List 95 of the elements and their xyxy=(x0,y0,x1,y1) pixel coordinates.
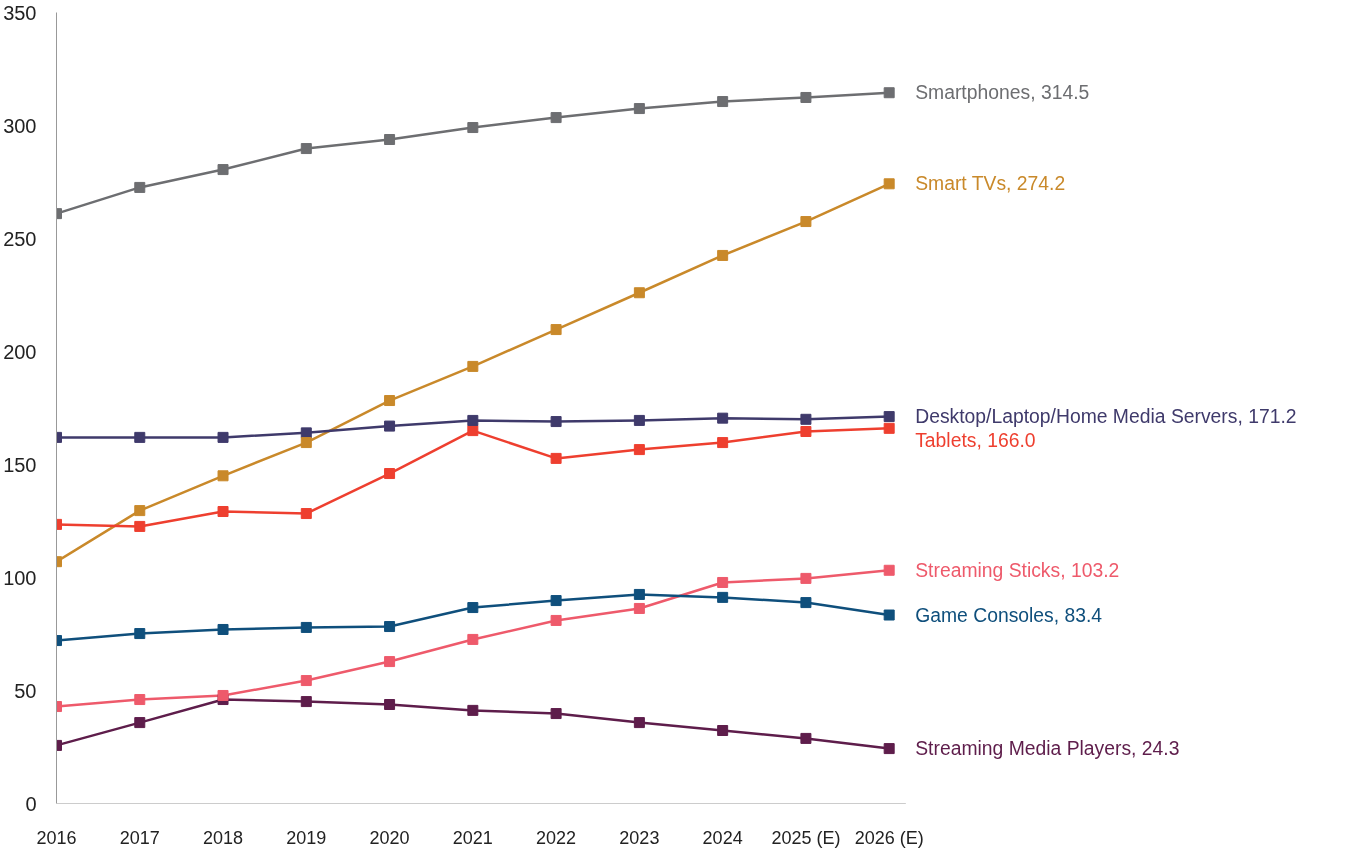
point xyxy=(550,614,562,626)
y-tick-label: 300 xyxy=(3,114,37,137)
point xyxy=(633,588,645,600)
point xyxy=(217,623,229,635)
point xyxy=(550,708,562,720)
point xyxy=(883,422,895,434)
point xyxy=(134,181,146,193)
point xyxy=(883,411,895,423)
point xyxy=(467,360,479,372)
point xyxy=(384,699,396,711)
point xyxy=(800,732,812,744)
x-tick-label: 2026 (E) xyxy=(854,827,924,848)
annotation: Tablets, 166.0 xyxy=(915,430,1036,452)
y-tick-label: 50 xyxy=(14,679,37,702)
point xyxy=(883,564,895,576)
point xyxy=(384,621,396,633)
point xyxy=(633,602,645,614)
annotation: Streaming Media Players, 24.3 xyxy=(915,738,1180,760)
y-tick-label: 0 xyxy=(25,792,37,815)
point xyxy=(217,470,229,482)
point xyxy=(717,591,729,603)
point xyxy=(217,689,229,701)
x-tick-label: 2018 xyxy=(203,827,244,848)
point xyxy=(134,431,146,443)
annotation: Streaming Sticks, 103.2 xyxy=(915,559,1120,581)
x-tick-label: 2024 xyxy=(702,827,743,848)
point xyxy=(217,431,229,443)
y-tick-label: 250 xyxy=(3,227,37,250)
annotation: Smartphones, 314.5 xyxy=(915,82,1090,104)
y-tick-label: 200 xyxy=(3,340,37,363)
point xyxy=(134,694,146,706)
point xyxy=(800,572,812,584)
x-tick-label: 2025 (E) xyxy=(771,827,841,848)
point xyxy=(384,420,396,432)
point xyxy=(134,520,146,532)
point xyxy=(550,595,562,607)
y-tick-label: 350 xyxy=(3,1,37,24)
point xyxy=(883,743,895,755)
point xyxy=(467,633,479,645)
point xyxy=(550,112,562,124)
point xyxy=(717,437,729,449)
point xyxy=(633,717,645,729)
point xyxy=(800,91,812,103)
point xyxy=(717,576,729,588)
point xyxy=(467,704,479,716)
annotation: Desktop/Laptop/Home Media Servers, 171.2 xyxy=(915,406,1297,428)
point xyxy=(300,675,312,687)
point xyxy=(300,696,312,708)
point xyxy=(550,324,562,336)
y-tick-label: 150 xyxy=(3,453,37,476)
point xyxy=(883,609,895,621)
point xyxy=(550,416,562,428)
point xyxy=(883,178,895,190)
point xyxy=(384,468,396,480)
point xyxy=(134,717,146,729)
point xyxy=(134,505,146,517)
point xyxy=(800,426,812,437)
x-tick-label: 2017 xyxy=(119,827,160,848)
point xyxy=(550,452,562,464)
point xyxy=(633,414,645,426)
point xyxy=(717,96,729,108)
x-tick-label: 2016 xyxy=(36,827,77,848)
annotation: Game Consoles, 83.4 xyxy=(915,604,1103,626)
point xyxy=(467,414,479,426)
point xyxy=(384,395,396,407)
point xyxy=(883,87,895,99)
point xyxy=(300,621,312,633)
point xyxy=(800,597,812,609)
point xyxy=(300,437,312,449)
point xyxy=(300,143,312,155)
point xyxy=(633,444,645,456)
x-tick-label: 2019 xyxy=(286,827,327,848)
x-tick-label: 2021 xyxy=(452,827,493,848)
x-tick-label: 2020 xyxy=(369,827,410,848)
annotation: Smart TVs, 274.2 xyxy=(915,173,1066,195)
point xyxy=(633,103,645,115)
point xyxy=(467,122,479,134)
point xyxy=(217,164,229,176)
point xyxy=(384,656,396,668)
point xyxy=(633,287,645,299)
x-tick-label: 2023 xyxy=(619,827,660,848)
point xyxy=(800,413,812,425)
point xyxy=(467,425,479,437)
point xyxy=(384,134,396,146)
point xyxy=(800,216,812,228)
point xyxy=(717,412,729,424)
point xyxy=(467,602,479,614)
point xyxy=(300,508,312,520)
point xyxy=(300,427,312,439)
y-tick-label: 100 xyxy=(3,566,37,589)
point xyxy=(717,249,729,261)
x-tick-label: 2022 xyxy=(536,827,577,848)
point xyxy=(134,628,146,640)
point xyxy=(717,725,729,736)
point xyxy=(217,506,229,518)
